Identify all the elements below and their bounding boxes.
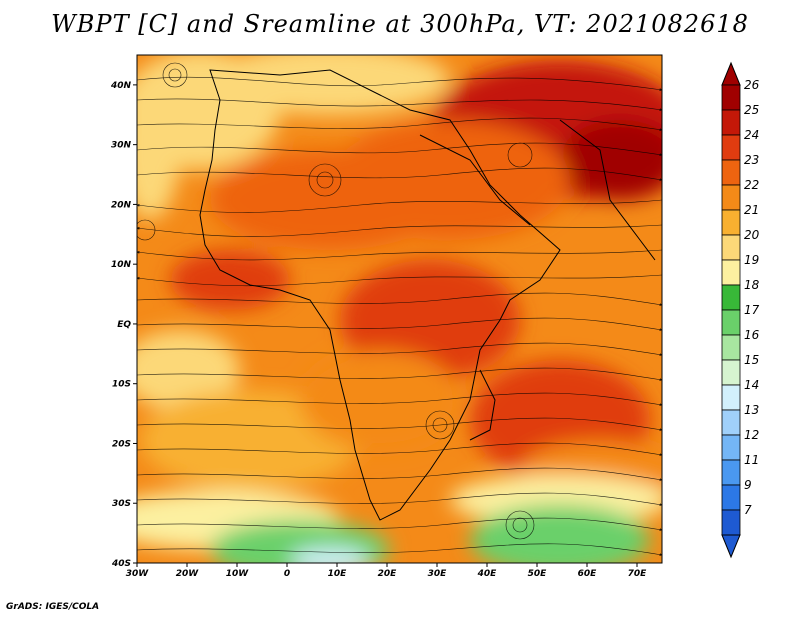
colorbar-swatch: [721, 359, 741, 386]
colorbar-swatch: [721, 159, 741, 186]
lon-tick-label: 20W: [176, 569, 200, 579]
lon-tick-label: 70E: [628, 569, 648, 579]
colorbar-label: 25: [744, 103, 759, 117]
colorbar-label: 19: [744, 253, 759, 267]
colorbar-label: 16: [744, 328, 760, 342]
colorbar-label: 7: [744, 503, 752, 517]
lon-tick-label: 60E: [578, 569, 598, 579]
longitude-axis: 30W 20W 10W 0 10E 20E 30E 40E 50E 60E 70E: [126, 563, 647, 579]
lon-tick-label: 30E: [428, 569, 448, 579]
colorbar-swatch: [721, 434, 741, 461]
colorbar-label: 26: [744, 78, 760, 92]
colorbar-swatch: [721, 259, 741, 286]
colorbar-label: 18: [744, 278, 760, 292]
colorbar-label: 20: [744, 228, 760, 242]
colorbar-label: 14: [744, 378, 759, 392]
colorbar-swatch: [721, 234, 741, 261]
lat-tick-label: 10N: [111, 260, 132, 270]
colorbar-swatch: [721, 284, 741, 311]
colorbar-label: 23: [744, 153, 759, 167]
colorbar: 26 25 24 23 22 21 20 19 18 17 16 15 14 13 12 11 9 7: [721, 61, 760, 559]
lat-tick-label: 40N: [110, 81, 132, 91]
streamlines: [137, 62, 662, 557]
colorbar-label: 21: [744, 203, 759, 217]
colorbar-swatch: [721, 484, 741, 511]
colorbar-swatch: [721, 409, 741, 436]
map-frame: [136, 54, 663, 564]
colorbar-label: 9: [744, 478, 752, 492]
colorbar-swatch: [721, 184, 741, 211]
wbpt-field: [137, 55, 662, 563]
credit-label: GrADS: IGES/COLA: [6, 602, 100, 612]
colorbar-swatch: [721, 134, 741, 161]
colorbar-swatch: [721, 84, 741, 111]
chart-title: WBPT [C] and Sreamline at 300hPa, VT: 20…: [51, 10, 749, 38]
lon-tick-label: 20E: [378, 569, 398, 579]
colorbar-top-arrow: [721, 61, 741, 86]
colorbar-swatch: [721, 309, 741, 336]
latitude-axis: 40N 30N 20N 10N EQ 10S 20S 30S 40S: [110, 81, 137, 569]
lat-tick-label: 30S: [112, 499, 131, 509]
lat-tick-label: EQ: [117, 320, 131, 330]
lat-tick-label: 10S: [112, 380, 131, 390]
colorbar-swatch: [721, 209, 741, 236]
lat-tick-label: 40S: [111, 559, 131, 569]
colorbar-swatch: [721, 509, 741, 536]
colorbar-label: 13: [744, 403, 759, 417]
colorbar-label: 24: [744, 128, 759, 142]
lon-tick-label: 40E: [477, 569, 498, 579]
coastlines: [199, 69, 656, 521]
lon-tick-label: 0: [284, 569, 290, 579]
colorbar-swatch: [721, 459, 741, 486]
lon-tick-label: 30W: [126, 569, 150, 579]
colorbar-swatch: [721, 384, 741, 411]
lon-tick-label: 10E: [328, 569, 348, 579]
colorbar-swatch: [721, 334, 741, 361]
lon-tick-label: 10W: [226, 569, 250, 579]
colorbar-label: 11: [744, 453, 759, 467]
lat-tick-label: 30N: [111, 141, 132, 151]
colorbar-label: 17: [744, 303, 760, 317]
colorbar-label: 12: [744, 428, 759, 442]
lon-tick-label: 50E: [528, 569, 548, 579]
colorbar-swatch: [721, 109, 741, 136]
lat-tick-label: 20N: [111, 200, 132, 210]
colorbar-label: 22: [744, 178, 759, 192]
lat-tick-label: 20S: [112, 439, 131, 449]
colorbar-bottom-arrow: [721, 534, 741, 559]
colorbar-label: 15: [744, 353, 759, 367]
